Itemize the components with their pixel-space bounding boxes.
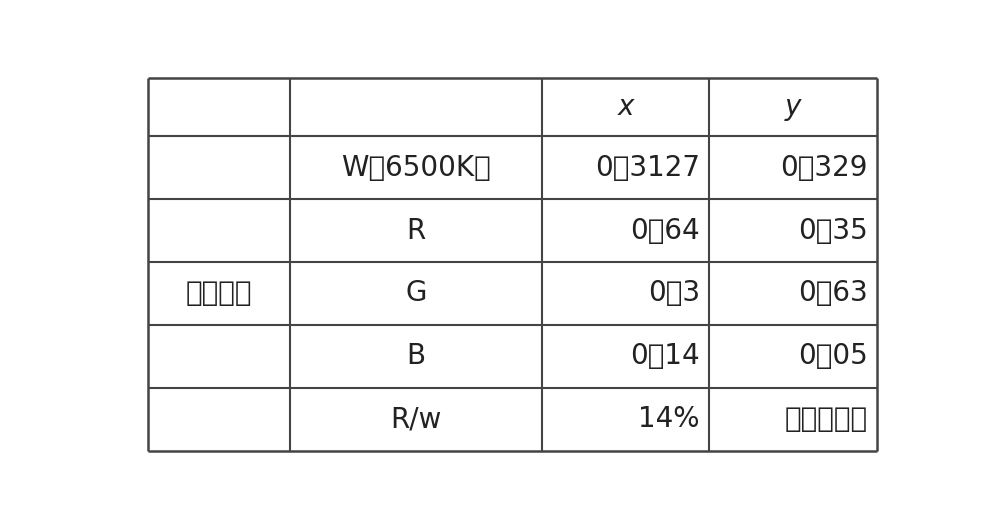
Text: B: B <box>406 342 426 370</box>
Text: R: R <box>406 216 426 244</box>
Text: 0．35: 0．35 <box>798 216 867 244</box>
Text: 0．05: 0．05 <box>798 342 867 370</box>
Text: G: G <box>405 279 427 307</box>
Text: 输出规格: 输出规格 <box>186 279 253 307</box>
Text: R/w: R/w <box>390 405 442 433</box>
Text: 0．64: 0．64 <box>630 216 700 244</box>
Text: 0．63: 0．63 <box>798 279 867 307</box>
Text: 0．3127: 0．3127 <box>595 153 700 181</box>
Text: 0．14: 0．14 <box>630 342 700 370</box>
Text: （最重要）: （最重要） <box>784 405 867 433</box>
Text: 0．329: 0．329 <box>780 153 867 181</box>
Text: x: x <box>617 93 634 121</box>
Text: W（6500K）: W（6500K） <box>341 153 491 181</box>
Text: y: y <box>785 93 801 121</box>
Text: 14%: 14% <box>638 405 700 433</box>
Text: 0．3: 0．3 <box>648 279 700 307</box>
